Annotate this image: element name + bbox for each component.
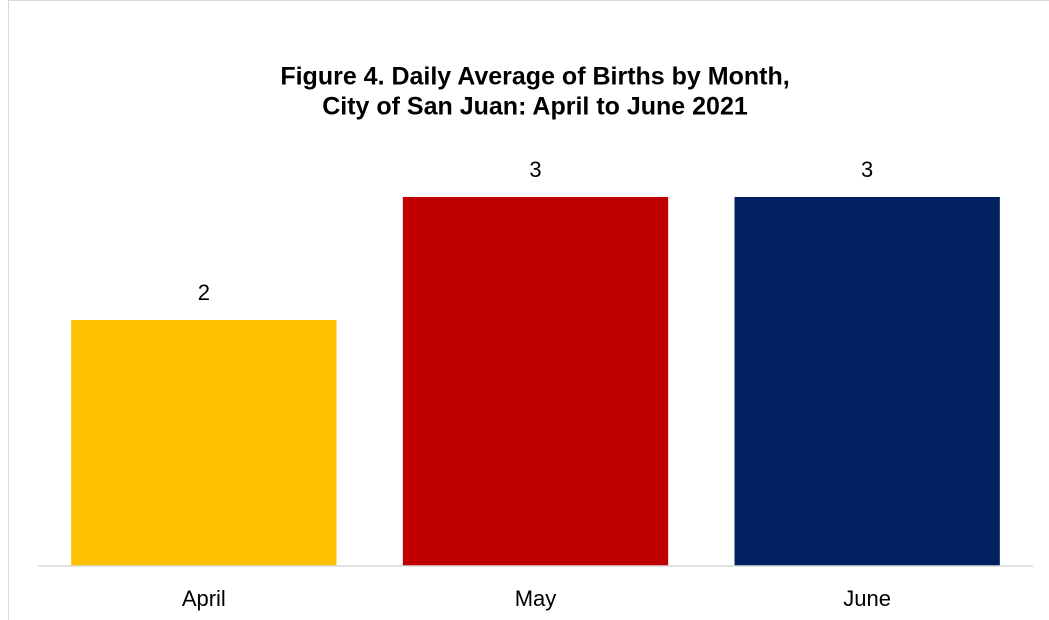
- data-label: 2: [198, 280, 210, 305]
- bar: [402, 197, 669, 566]
- bar: [71, 320, 337, 566]
- x-tick-label: May: [515, 586, 557, 611]
- data-label: 3: [529, 157, 541, 182]
- x-tick-label: June: [843, 586, 891, 611]
- data-label: 3: [861, 157, 873, 182]
- chart-title: Figure 4. Daily Average of Births by Mon…: [280, 63, 789, 91]
- bar: [734, 197, 1000, 566]
- chart-title: City of San Juan: April to June 2021: [322, 93, 748, 121]
- x-tick-label: April: [182, 586, 226, 611]
